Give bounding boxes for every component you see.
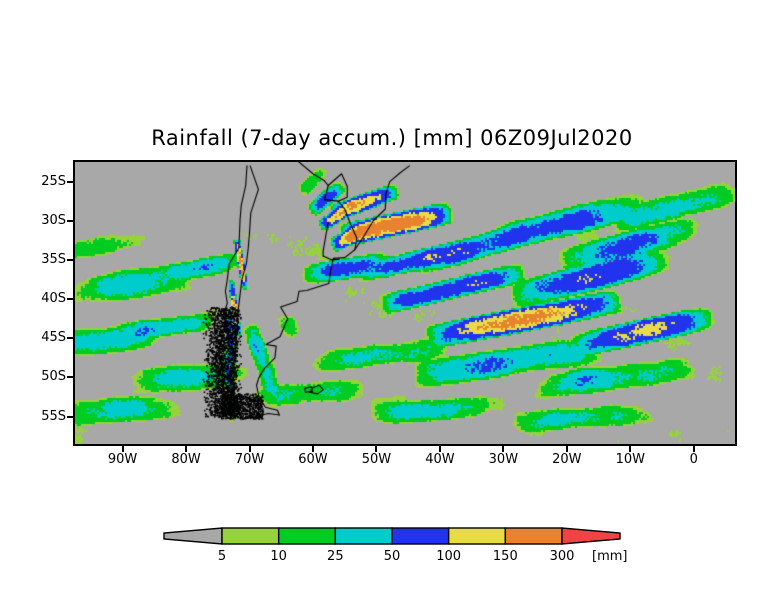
x-axis-tick-label: 80W: [171, 452, 201, 467]
colorbar-left-arrow: [163, 527, 223, 545]
y-axis-tick-label: 40S: [41, 291, 66, 307]
x-axis-tick-mark: [121, 446, 124, 452]
colorbar-band: [391, 527, 450, 545]
y-axis-tick-mark: [67, 180, 73, 183]
page-title: Rainfall (7-day accum.) [mm] 06Z09Jul202…: [151, 126, 633, 150]
colorbar-tick-label: 25: [327, 549, 344, 564]
x-axis-tick-mark: [311, 446, 314, 452]
x-axis-tick-mark: [502, 446, 505, 452]
colorbar-band: [221, 527, 280, 545]
y-axis-tick-mark: [67, 219, 73, 222]
rainfall-raster: [75, 162, 735, 444]
y-axis-tick-mark: [67, 337, 73, 340]
colorbar-tick-label: 150: [492, 549, 518, 564]
colorbar-tick-label: 100: [436, 549, 462, 564]
x-axis-tick-label: 40W: [425, 452, 455, 467]
x-axis-tick-label: 30W: [488, 452, 519, 467]
colorbar-unit-label: [mm]: [592, 549, 628, 564]
y-axis-tick-label: 55S: [41, 408, 66, 424]
x-axis-tick-mark: [565, 446, 568, 452]
x-axis-tick-label: 0: [689, 452, 698, 467]
y-axis-tick-label: 35S: [41, 251, 66, 267]
x-axis-tick-mark: [375, 446, 378, 452]
colorbar-band: [334, 527, 393, 545]
x-axis-tick-label: 50W: [361, 452, 392, 467]
y-axis-tick-mark: [67, 298, 73, 301]
y-axis-tick-label: 30S: [41, 212, 66, 228]
y-axis-tick-mark: [67, 258, 73, 261]
colorbar-tick-label: 50: [383, 549, 401, 564]
x-axis-tick-mark: [629, 446, 632, 452]
x-axis-tick-label: 70W: [234, 452, 265, 467]
colorbar-tick-label: 5: [217, 549, 227, 564]
y-axis-tick-label: 45S: [41, 330, 66, 346]
colorbar-tick-label: 10: [270, 549, 287, 564]
x-axis-tick-mark: [692, 446, 695, 452]
x-axis-tick-label: 90W: [107, 452, 138, 467]
x-axis-tick-label: 60W: [298, 452, 328, 467]
x-axis-tick-mark: [438, 446, 441, 452]
colorbar-right-arrow: [561, 527, 621, 545]
y-axis-tick-label: 25S: [41, 173, 66, 189]
x-axis-tick-mark: [185, 446, 188, 452]
colorbar-band: [277, 527, 337, 545]
colorbar-band: [447, 527, 507, 545]
y-axis-tick-mark: [67, 376, 73, 379]
map-plot-area: [73, 160, 737, 446]
x-axis-tick-label: 20W: [552, 452, 582, 467]
colorbar-band: [504, 527, 563, 545]
y-axis-tick-mark: [67, 415, 73, 418]
x-axis-tick-label: 10W: [615, 452, 645, 467]
colorbar-tick-label: 300: [549, 549, 575, 564]
y-axis-tick-label: 50S: [41, 369, 66, 385]
x-axis-tick-mark: [248, 446, 251, 452]
